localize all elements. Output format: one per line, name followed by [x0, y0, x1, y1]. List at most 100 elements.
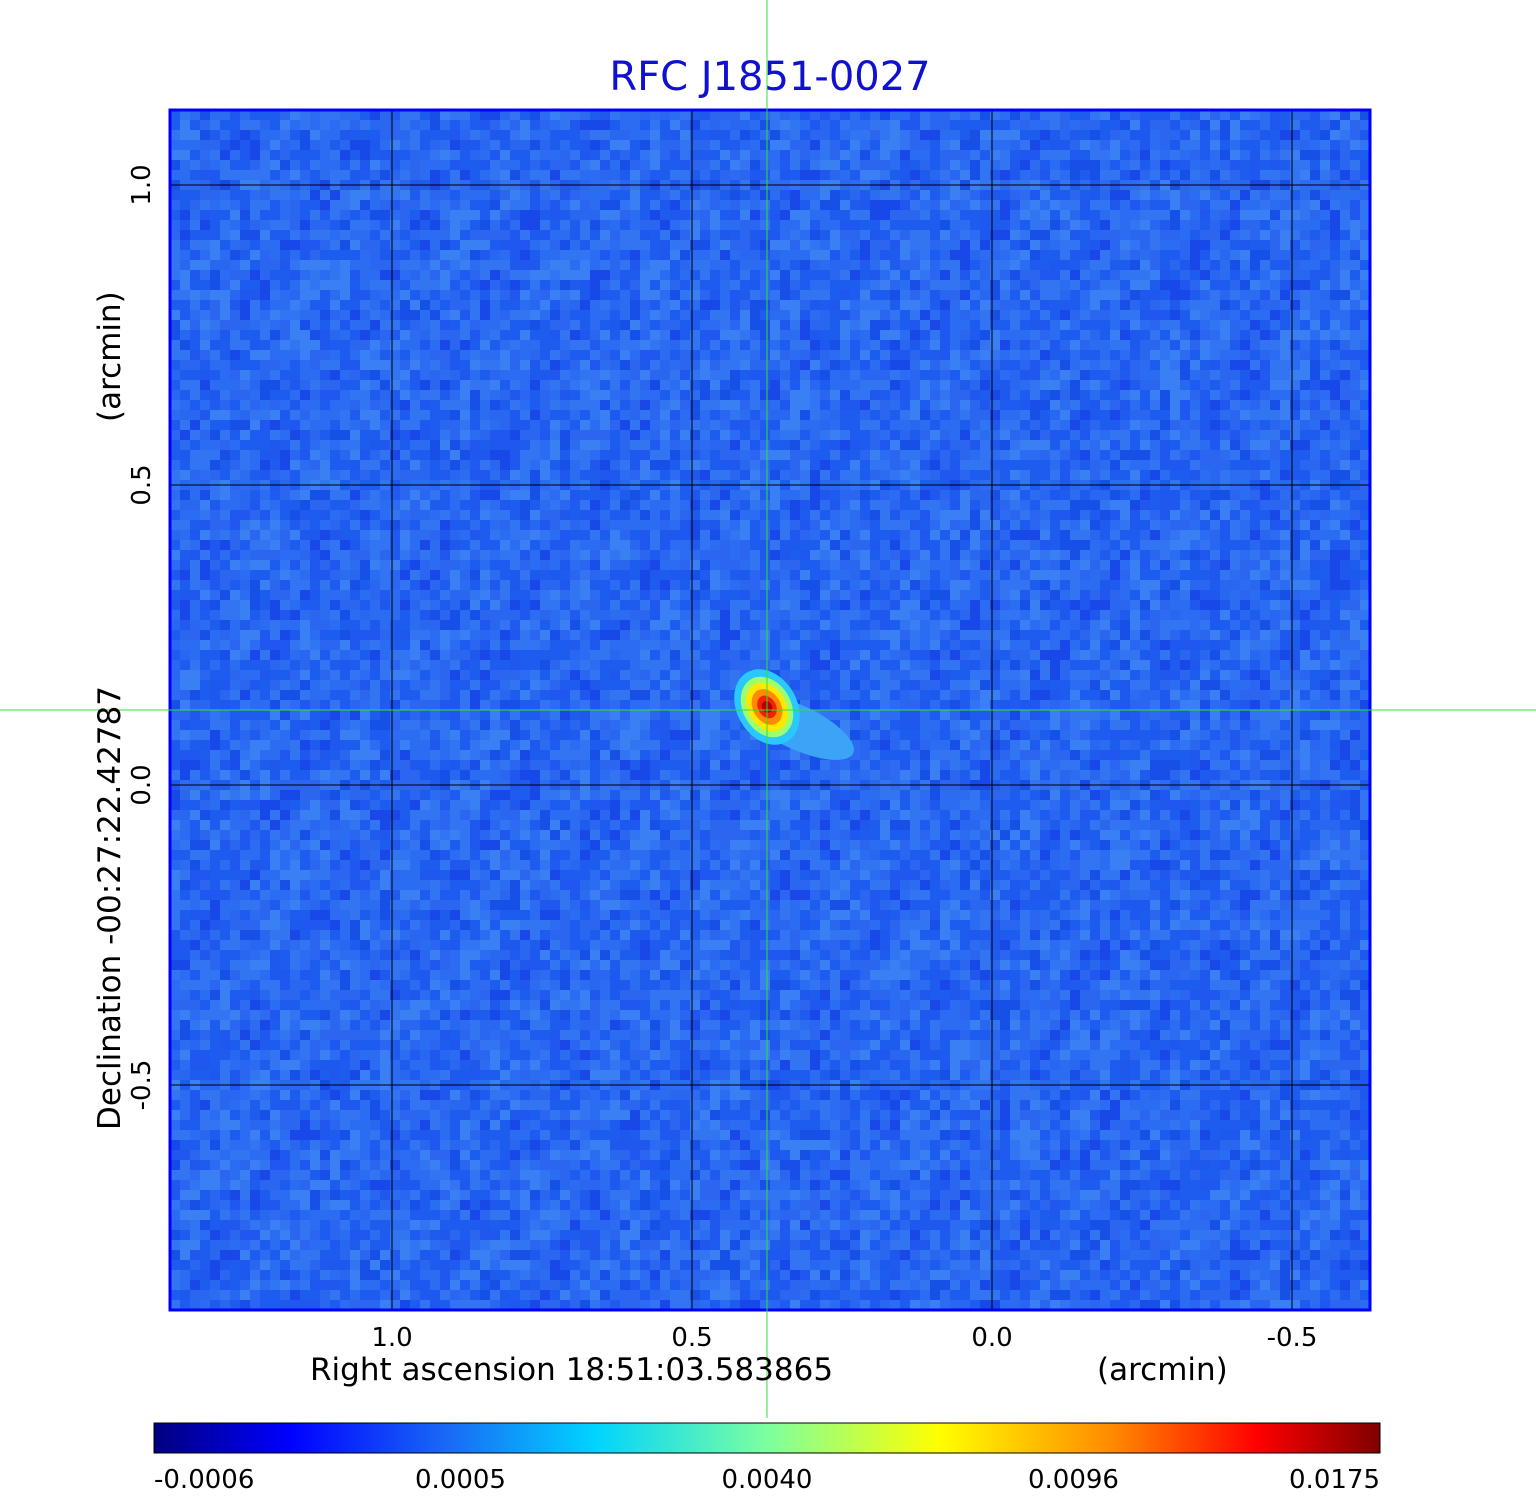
image-pixel: [790, 350, 800, 360]
image-pixel: [470, 490, 480, 500]
image-pixel: [1360, 430, 1370, 440]
image-pixel: [1160, 150, 1170, 160]
image-pixel: [390, 170, 400, 180]
image-pixel: [170, 190, 180, 200]
image-pixel: [490, 330, 500, 340]
image-pixel: [950, 380, 960, 390]
image-pixel: [380, 360, 390, 370]
image-pixel: [240, 450, 250, 460]
image-pixel: [830, 380, 840, 390]
image-pixel: [600, 370, 610, 380]
image-pixel: [450, 250, 460, 260]
image-pixel: [330, 440, 340, 450]
image-pixel: [1020, 360, 1030, 370]
image-pixel: [1260, 410, 1270, 420]
image-pixel: [720, 500, 730, 510]
image-pixel: [1060, 220, 1070, 230]
image-pixel: [1060, 210, 1070, 220]
image-pixel: [190, 410, 200, 420]
image-pixel: [660, 410, 670, 420]
image-pixel: [360, 220, 370, 230]
image-pixel: [760, 240, 770, 250]
image-pixel: [1200, 370, 1210, 380]
image-pixel: [1310, 290, 1320, 300]
image-pixel: [1050, 220, 1060, 230]
image-pixel: [480, 400, 490, 410]
image-pixel: [190, 430, 200, 440]
image-pixel: [700, 240, 710, 250]
image-pixel: [560, 290, 570, 300]
image-pixel: [560, 440, 570, 450]
image-pixel: [1240, 250, 1250, 260]
image-pixel: [320, 160, 330, 170]
image-pixel: [1300, 350, 1310, 360]
image-pixel: [170, 220, 180, 230]
image-pixel: [960, 220, 970, 230]
image-pixel: [550, 510, 560, 520]
image-pixel: [470, 110, 480, 120]
image-pixel: [1140, 440, 1150, 450]
image-pixel: [870, 370, 880, 380]
image-pixel: [980, 170, 990, 180]
image-pixel: [930, 410, 940, 420]
image-pixel: [350, 410, 360, 420]
image-pixel: [1240, 390, 1250, 400]
image-pixel: [760, 290, 770, 300]
image-pixel: [1020, 200, 1030, 210]
image-pixel: [1210, 220, 1220, 230]
image-pixel: [1240, 460, 1250, 470]
image-pixel: [600, 210, 610, 220]
image-pixel: [670, 230, 680, 240]
image-pixel: [670, 340, 680, 350]
image-pixel: [370, 450, 380, 460]
image-pixel: [1240, 130, 1250, 140]
image-pixel: [1140, 170, 1150, 180]
image-pixel: [320, 110, 330, 120]
image-pixel: [320, 150, 330, 160]
image-pixel: [1190, 130, 1200, 140]
image-pixel: [930, 300, 940, 310]
image-pixel: [470, 360, 480, 370]
image-pixel: [890, 420, 900, 430]
image-pixel: [540, 340, 550, 350]
image-pixel: [700, 490, 710, 500]
image-pixel: [380, 460, 390, 470]
image-pixel: [1280, 210, 1290, 220]
image-pixel: [470, 240, 480, 250]
image-pixel: [850, 360, 860, 370]
image-pixel: [650, 470, 660, 480]
image-pixel: [450, 410, 460, 420]
image-pixel: [480, 470, 490, 480]
image-pixel: [1300, 380, 1310, 390]
image-pixel: [830, 400, 840, 410]
image-pixel: [300, 520, 310, 530]
image-pixel: [1360, 130, 1370, 140]
image-pixel: [1120, 170, 1130, 180]
image-pixel: [890, 130, 900, 140]
image-pixel: [470, 160, 480, 170]
image-pixel: [870, 330, 880, 340]
image-pixel: [230, 250, 240, 260]
image-pixel: [1310, 120, 1320, 130]
image-pixel: [1100, 220, 1110, 230]
image-pixel: [360, 140, 370, 150]
image-pixel: [940, 130, 950, 140]
image-pixel: [980, 400, 990, 410]
image-pixel: [1350, 170, 1360, 180]
image-pixel: [450, 350, 460, 360]
image-pixel: [400, 470, 410, 480]
image-pixel: [1310, 220, 1320, 230]
image-pixel: [770, 500, 780, 510]
image-pixel: [600, 460, 610, 470]
image-pixel: [450, 340, 460, 350]
image-pixel: [1340, 120, 1350, 130]
image-pixel: [340, 200, 350, 210]
image-pixel: [700, 520, 710, 530]
image-pixel: [210, 130, 220, 140]
image-pixel: [790, 490, 800, 500]
image-pixel: [1250, 300, 1260, 310]
image-pixel: [410, 300, 420, 310]
image-pixel: [900, 390, 910, 400]
image-pixel: [730, 390, 740, 400]
image-pixel: [190, 440, 200, 450]
